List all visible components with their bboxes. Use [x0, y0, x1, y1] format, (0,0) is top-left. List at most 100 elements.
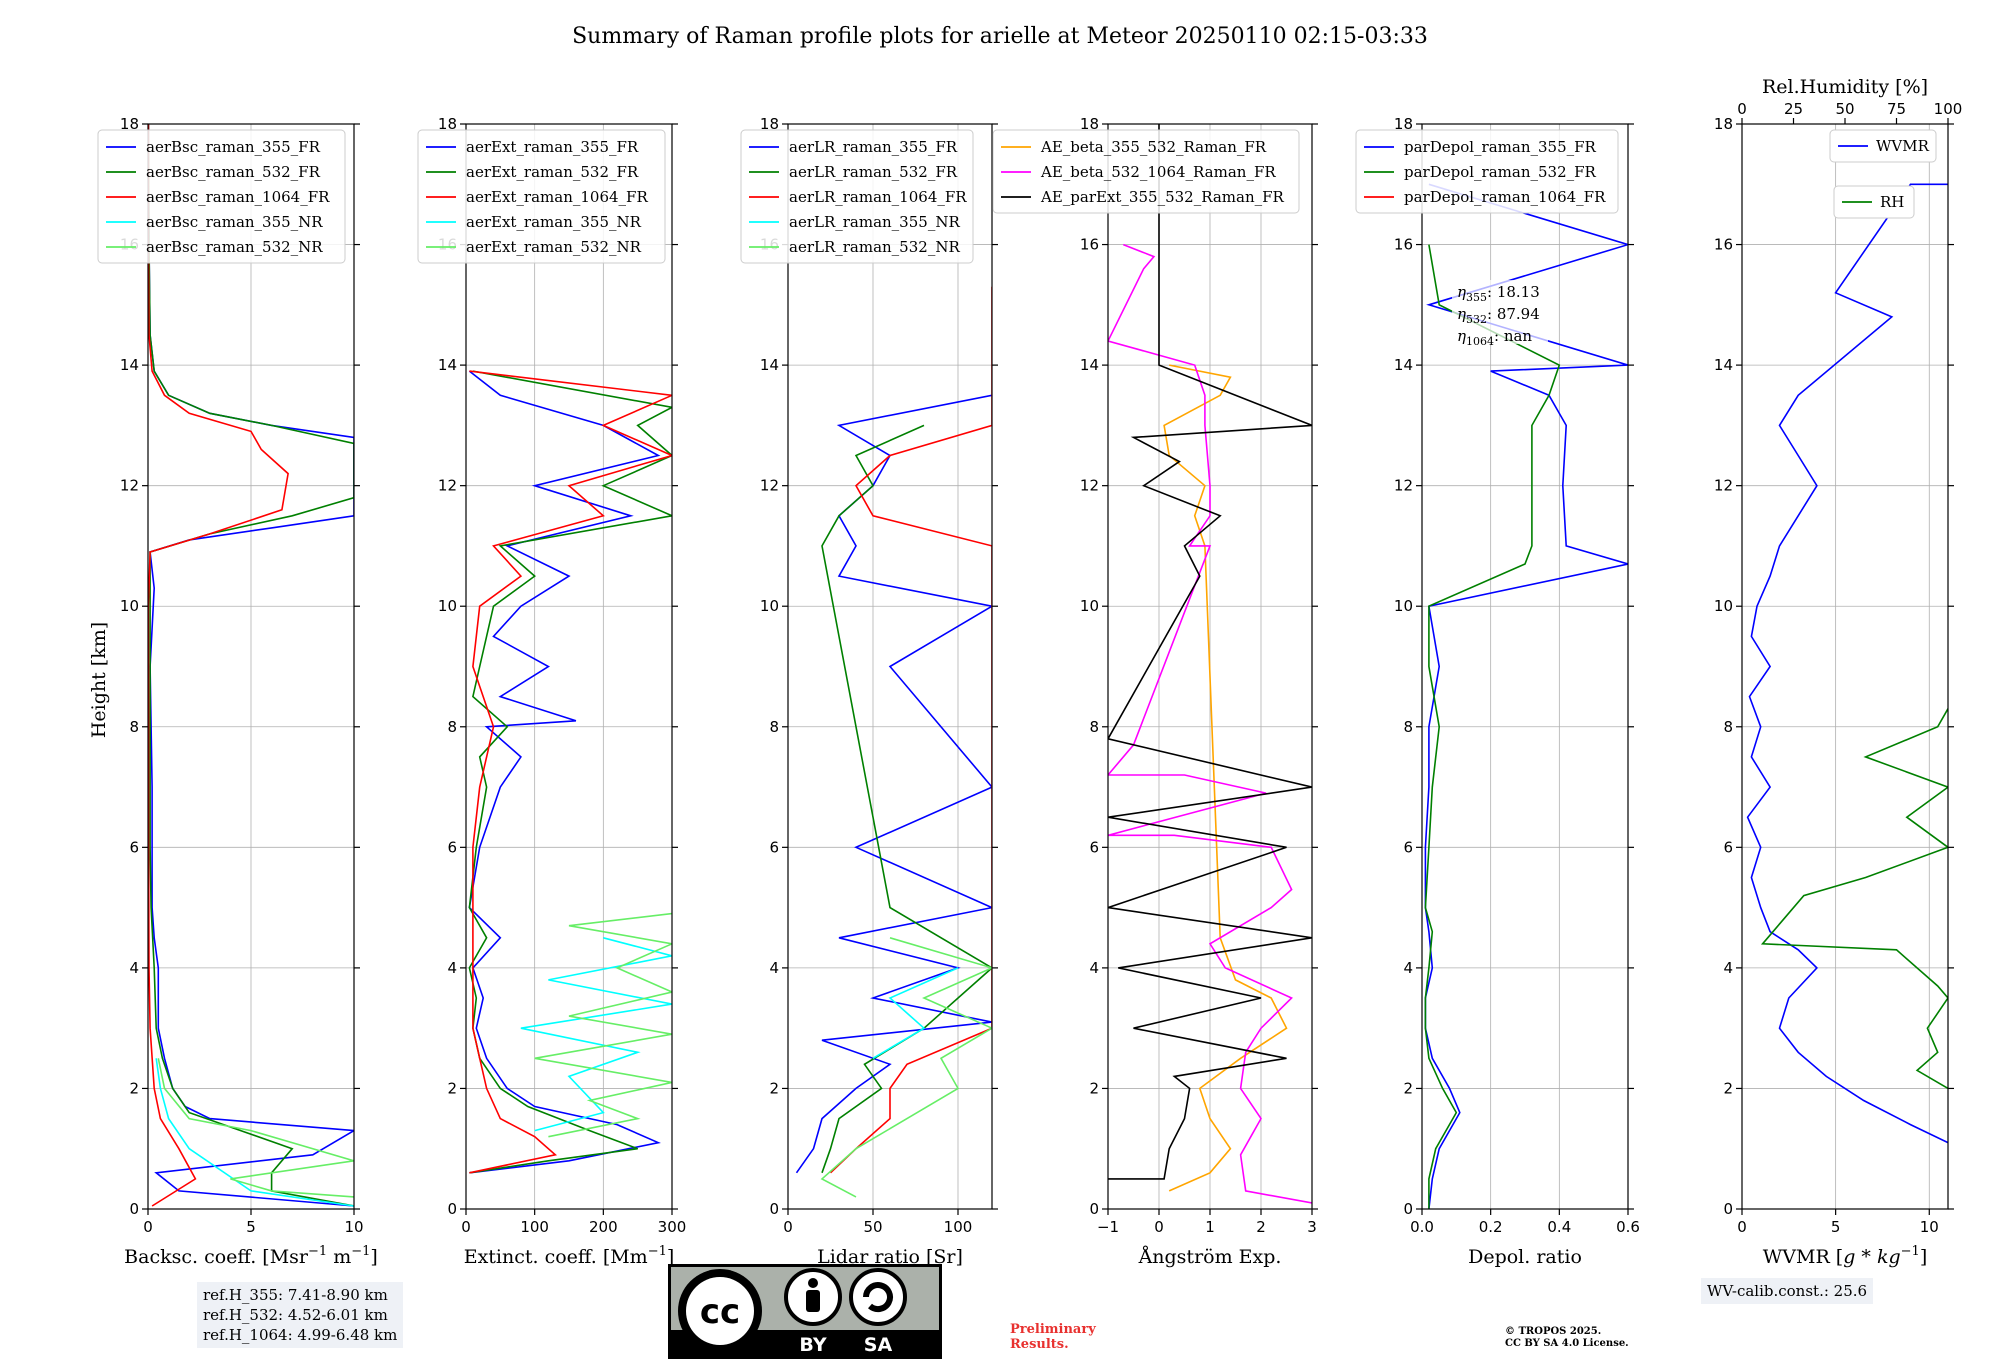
xlabel-ext: Extinct. coeff. [Mm−1]: [464, 1244, 675, 1268]
series-line-parDepol_raman_532_FR: [1424, 244, 1561, 1209]
panel-lr: 024681012141618050100Lidar ratio [Sr]aer…: [740, 115, 998, 1268]
axes-frame-wv: [1741, 123, 1949, 1210]
xtick-label-wv-1: 5: [1831, 1218, 1841, 1236]
ytick-label-depol-9: 18: [1394, 115, 1413, 133]
xtick-label-ae-1: 0: [1154, 1218, 1164, 1236]
series-line-aerLR_raman_355_NR: [872, 967, 959, 1059]
xtick-label-bsc-1: 5: [246, 1218, 256, 1236]
axes-frame-ext: [465, 123, 673, 1210]
ytick-label-depol-8: 16: [1394, 236, 1413, 254]
series-line-AE_parExt_355_532_Raman_FR: [1108, 124, 1312, 1180]
ytick-label-depol-6: 12: [1394, 477, 1413, 495]
plot-area-lr: [795, 286, 992, 1198]
ref-h-355: ref.H_355: 7.41-8.90 km: [203, 1286, 388, 1304]
xtick-label-lr-0: 0: [783, 1218, 793, 1236]
ytick-label-ae-0: 0: [1089, 1200, 1099, 1218]
legend-label-aerExt_raman_532_FR: aerExt_raman_532_FR: [466, 163, 639, 181]
ytick-label-depol-1: 2: [1403, 1079, 1413, 1097]
plot-area-bsc: [148, 124, 354, 1207]
panel-bsc: 0246810121416180510Backsc. coeff. [Msr−1…: [97, 115, 378, 1268]
ytick-label-depol-4: 8: [1403, 718, 1413, 736]
ytick-label-bsc-9: 18: [120, 115, 139, 133]
legend-box-ae: [992, 129, 1300, 214]
series-line-aerLR_raman_532_NR: [820, 937, 992, 1198]
x2tick-label-3: 75: [1887, 100, 1906, 118]
eta-1064-sub: 1064: [1466, 335, 1494, 348]
ytick-label-depol-7: 14: [1394, 356, 1413, 374]
axes-frame-lr: [787, 123, 993, 1210]
ytick-label-wv-9: 18: [1714, 115, 1733, 133]
legend-label-aerExt_raman_355_NR: aerExt_raman_355_NR: [466, 213, 642, 231]
ytick-label-ext-5: 10: [438, 597, 457, 615]
ytick-label-bsc-0: 0: [129, 1200, 139, 1218]
ytick-label-lr-3: 6: [769, 838, 779, 856]
wv-calibration-box: WV-calib.const.: 25.6: [1701, 1278, 1874, 1304]
eta-1064-value: : nan: [1494, 327, 1532, 345]
xtick-label-ext-3: 300: [658, 1218, 687, 1236]
ytick-label-lr-6: 12: [760, 477, 779, 495]
xtick-label-ae-4: 3: [1307, 1218, 1317, 1236]
ytick-label-wv-2: 4: [1723, 959, 1733, 977]
xlabel-depol: Depol. ratio: [1468, 1246, 1582, 1268]
xlabel-wv: WVMR [g * kg−1]: [1763, 1244, 1927, 1268]
preliminary-note: Preliminary Results.: [1010, 1322, 1096, 1352]
xtick-label-depol-0: 0.0: [1410, 1218, 1434, 1236]
ytick-label-bsc-2: 4: [129, 959, 139, 977]
plot-area-ext: [468, 370, 672, 1174]
ytick-label-ae-1: 2: [1089, 1079, 1099, 1097]
plot-area-depol: [1424, 183, 1628, 1209]
copyright-line-2: CC BY SA 4.0 License.: [1505, 1338, 1629, 1349]
legend-label-WVMR: WVMR: [1876, 137, 1930, 155]
ref-h-532: ref.H_532: 4.52-6.01 km: [203, 1306, 388, 1324]
ytick-label-wv-8: 16: [1714, 236, 1733, 254]
series-line-aerExt_raman_355_FR: [468, 370, 661, 1174]
legend-box-rh: [1833, 185, 1915, 219]
ytick-label-ae-8: 16: [1080, 236, 1099, 254]
ytick-label-ae-4: 8: [1089, 718, 1099, 736]
xtick-label-bsc-2: 10: [344, 1218, 363, 1236]
xtick-label-depol-3: 0.6: [1616, 1218, 1640, 1236]
series-line-AE_beta_355_532_Raman_FR: [1163, 364, 1288, 1192]
x2tick-label-4: 100: [1934, 100, 1963, 118]
ytick-label-lr-5: 10: [760, 597, 779, 615]
cc-by-sa-license-badge: cc BY SA: [668, 1264, 942, 1359]
ytick-label-ae-9: 18: [1080, 115, 1099, 133]
xtick-label-ext-0: 0: [461, 1218, 471, 1236]
legend-label-AE_beta_532_1064_Raman_FR: AE_beta_532_1064_Raman_FR: [1040, 163, 1276, 181]
legend-label-aerLR_raman_532_FR: aerLR_raman_532_FR: [789, 163, 958, 181]
eta-1064-symbol: η: [1457, 327, 1466, 345]
xtick-label-ext-2: 200: [589, 1218, 618, 1236]
legend-label-aerExt_raman_355_FR: aerExt_raman_355_FR: [466, 138, 639, 156]
xtick-label-ae-3: 2: [1256, 1218, 1266, 1236]
series-line-aerBsc_raman_532_NR: [157, 1058, 354, 1198]
ytick-label-depol-2: 4: [1403, 959, 1413, 977]
series-line-parDepol_raman_355_FR: [1424, 183, 1628, 1209]
legend-label-parDepol_raman_532_FR: parDepol_raman_532_FR: [1404, 163, 1597, 181]
legend-label-aerExt_raman_532_NR: aerExt_raman_532_NR: [466, 238, 642, 256]
xlabel-bsc: Backsc. coeff. [Msr−1 m−1]: [124, 1244, 378, 1268]
badge-sa-label: SA: [864, 1334, 893, 1356]
legend-box-lr: [740, 129, 974, 264]
ytick-label-wv-7: 14: [1714, 356, 1733, 374]
ytick-label-ae-5: 10: [1080, 597, 1099, 615]
ytick-label-wv-3: 6: [1723, 838, 1733, 856]
xtick-label-lr-2: 100: [944, 1218, 973, 1236]
xtick-label-depol-2: 0.4: [1547, 1218, 1571, 1236]
xtick-label-bsc-0: 0: [143, 1218, 153, 1236]
ytick-label-lr-7: 14: [760, 356, 779, 374]
badge-by-label: BY: [799, 1334, 826, 1356]
series-line-aerBsc_raman_355_NR: [155, 1058, 354, 1207]
cc-logo-text: cc: [700, 1292, 740, 1332]
figure-title: Summary of Raman profile plots for ariel…: [572, 24, 1428, 49]
eta-355-sub: 355: [1466, 291, 1487, 304]
preliminary-line-2: Results.: [1010, 1337, 1069, 1352]
xtick-label-ext-1: 100: [520, 1218, 549, 1236]
ytick-label-bsc-1: 2: [129, 1079, 139, 1097]
depol-annot-532: η532: 87.94: [1457, 305, 1540, 326]
ytick-label-depol-0: 0: [1403, 1200, 1413, 1218]
ytick-label-wv-5: 10: [1714, 597, 1733, 615]
depol-annot-355: η355: 18.13: [1457, 283, 1540, 304]
ytick-label-ae-6: 12: [1080, 477, 1099, 495]
legend-label-parDepol_raman_355_FR: parDepol_raman_355_FR: [1404, 138, 1597, 156]
